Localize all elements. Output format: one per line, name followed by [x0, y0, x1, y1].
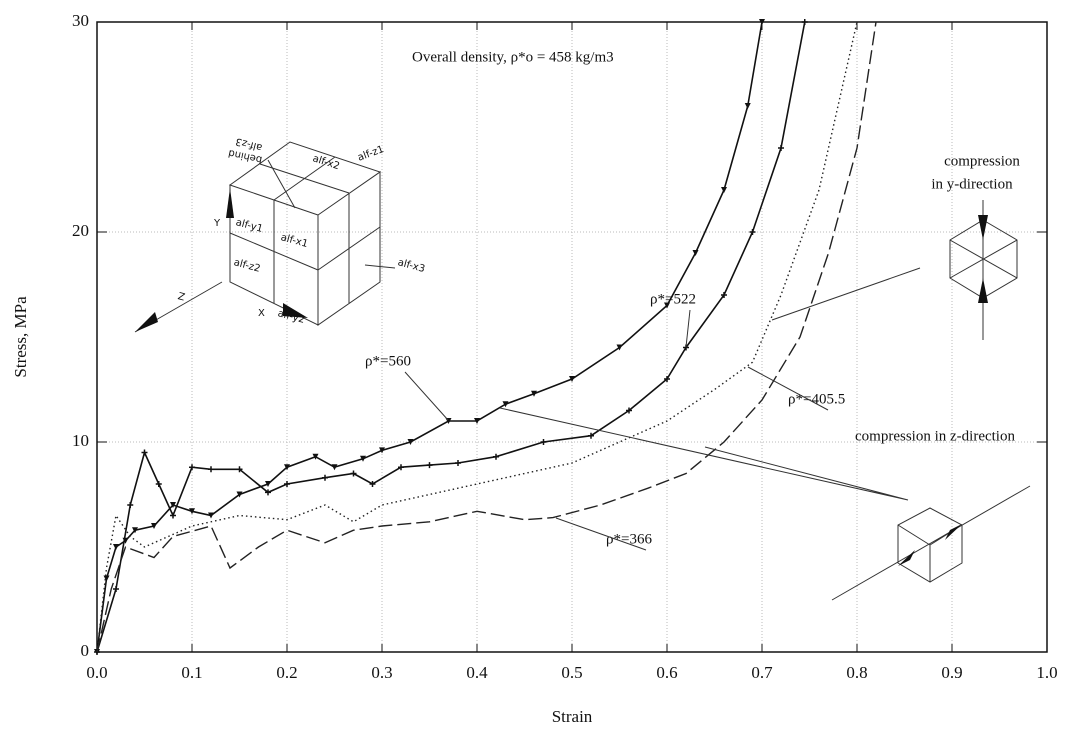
series-label: ρ*=405.5	[788, 391, 845, 407]
plot-frame	[96, 21, 1048, 653]
marker	[113, 544, 119, 550]
annotation: compression	[944, 153, 1020, 169]
marker	[379, 447, 385, 454]
marker	[664, 302, 670, 309]
marker	[322, 474, 328, 481]
marker	[407, 439, 414, 445]
inset-label: Z	[176, 291, 186, 303]
series-line	[96, 21, 877, 653]
y-compression-icon: compression in y-direction	[771, 153, 1020, 340]
annotation: in y-direction	[931, 176, 1013, 192]
marker	[170, 512, 176, 519]
marker	[398, 464, 404, 471]
marker	[265, 481, 271, 487]
marker	[127, 502, 134, 508]
marker	[284, 464, 290, 471]
y-tick-label: 30	[72, 11, 89, 30]
marker	[692, 250, 699, 256]
plot: 0.0 0.1 0.2 0.3 0.4 0.5 0.6 0.7 0.8 0.9 1.0 0 10 20 30…	[72, 11, 1058, 682]
marker	[721, 292, 727, 298]
marker	[531, 390, 537, 397]
marker	[189, 464, 195, 471]
inset-label: Y	[213, 218, 221, 229]
series-line	[96, 21, 806, 653]
marker	[103, 575, 110, 582]
marker	[189, 508, 195, 515]
series-line	[96, 21, 763, 653]
series-label: ρ*=560	[365, 353, 411, 369]
marker	[664, 376, 670, 382]
marker	[312, 453, 319, 460]
inset-cube: alf-x2 alf-z3 behind alf-z1 alf-y1 alf-x…	[134, 135, 426, 333]
x-tick-label: 0.2	[276, 663, 297, 682]
marker	[744, 103, 751, 109]
marker	[350, 470, 357, 477]
y-tick-label: 10	[72, 431, 89, 450]
inset-label: X	[258, 308, 265, 319]
x-tick-label: 0.4	[466, 663, 488, 682]
marker	[749, 229, 756, 235]
x-tick-label: 0.9	[941, 663, 962, 682]
marker	[493, 453, 499, 460]
chart-title: Overall density, ρ*o = 458 kg/m3	[412, 49, 614, 65]
x-axis-label: Strain	[552, 707, 593, 726]
marker	[360, 455, 366, 462]
marker	[151, 523, 157, 529]
marker	[331, 464, 338, 471]
marker	[426, 462, 433, 469]
marker	[721, 187, 727, 193]
x-tick-label: 0.8	[846, 663, 867, 682]
label-arrow	[404, 371, 449, 421]
marker	[759, 19, 765, 25]
inset-label: alf-x1	[279, 232, 309, 250]
marker	[208, 466, 214, 473]
marker	[616, 344, 623, 351]
label-arrow	[685, 309, 691, 348]
x-tick-label: 1.0	[1036, 663, 1057, 682]
marker	[455, 460, 461, 466]
x-tick-label: 0.6	[656, 663, 677, 682]
marker	[284, 481, 290, 487]
marker	[569, 376, 575, 382]
marker	[132, 527, 138, 534]
y-tick-label: 20	[72, 221, 89, 240]
inset-label: alf-x2	[311, 153, 341, 172]
y-tick-label: 0	[81, 641, 90, 660]
marker	[369, 481, 376, 487]
x-tick-label: 0.0	[86, 663, 107, 682]
x-tick-label: 0.7	[751, 663, 773, 682]
marker	[778, 145, 784, 151]
marker	[588, 432, 594, 439]
inset-label: alf-z2	[232, 257, 261, 275]
inset-label: alf-y2	[276, 308, 306, 326]
y-axis-label: Stress, MPa	[11, 296, 30, 378]
marker	[170, 502, 176, 508]
inset-label: alf-x3	[396, 257, 426, 275]
label-arrow	[747, 366, 829, 411]
x-tick-label: 0.1	[181, 663, 202, 682]
marker	[474, 418, 480, 424]
marker	[236, 491, 243, 498]
marker	[626, 407, 632, 414]
marker	[540, 439, 547, 445]
inset-label: alf-z1	[356, 144, 385, 164]
label-arrow	[555, 517, 647, 551]
marker	[208, 512, 214, 519]
marker	[113, 586, 119, 592]
marker	[801, 19, 808, 25]
marker	[236, 466, 243, 473]
marker	[155, 481, 162, 487]
z-compression-icon: compression in z-direction	[499, 407, 1031, 601]
annotation: compression in z-direction	[855, 428, 1015, 444]
x-tick-label: 0.3	[371, 663, 392, 682]
marker	[265, 489, 271, 496]
series-label: ρ*=522	[650, 291, 696, 307]
series-label: ρ*=366	[606, 531, 652, 547]
marker	[141, 449, 148, 456]
x-tick-label: 0.5	[561, 663, 582, 682]
marker	[502, 401, 509, 408]
